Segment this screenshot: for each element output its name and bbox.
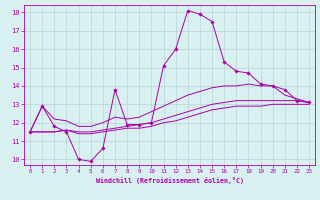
X-axis label: Windchill (Refroidissement éolien,°C): Windchill (Refroidissement éolien,°C) xyxy=(96,177,244,184)
